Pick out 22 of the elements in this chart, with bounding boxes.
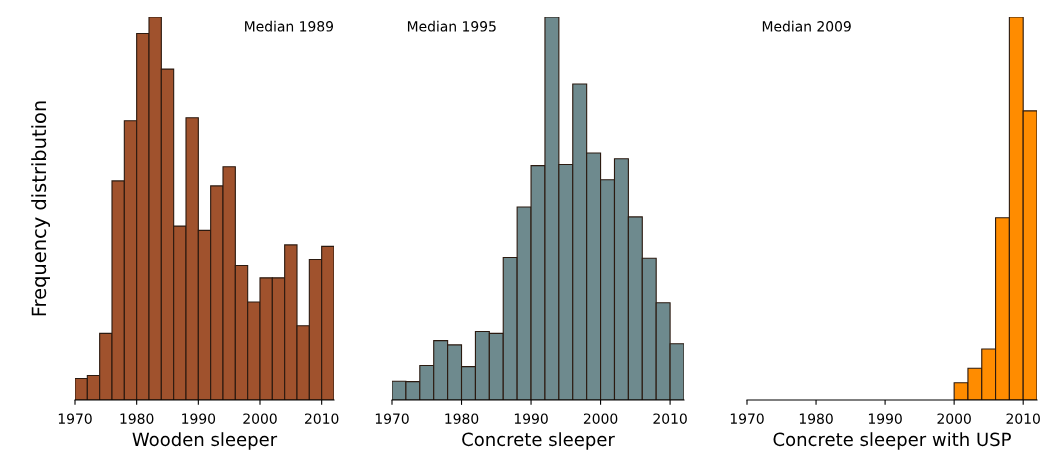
x-axis-title: Wooden sleeper [132, 432, 278, 450]
annotation: Median 2009 [762, 20, 851, 32]
x-tick-label: 2010 [653, 413, 687, 424]
x-tick-label: 1990 [182, 413, 216, 424]
x-tick-label: 1970 [730, 413, 764, 424]
x-tick-label: 2000 [583, 413, 618, 424]
x-tick-label: 1990 [868, 413, 902, 424]
x-tick-label: 1990 [514, 413, 548, 424]
x-axis-title: Concrete sleeper [462, 432, 615, 450]
annotation: Median 1989 [245, 20, 334, 32]
x-tick-label: 1970 [58, 413, 92, 424]
x-tick-label: 1970 [375, 413, 409, 424]
x-tick-label: 2010 [305, 413, 339, 424]
x-axis-title: Concrete sleeper with USP [773, 432, 1011, 450]
x-tick-label: 1980 [120, 413, 154, 424]
y-axis-title: Frequency distribution [31, 101, 50, 316]
x-tick-label: 2000 [937, 413, 971, 424]
x-tick-label: 2000 [243, 413, 277, 424]
x-tick-label: 1980 [799, 413, 833, 424]
x-tick-label: 1980 [445, 413, 479, 424]
x-tick-label: 2010 [1006, 413, 1040, 424]
annotation: Median 1995 [407, 20, 496, 32]
